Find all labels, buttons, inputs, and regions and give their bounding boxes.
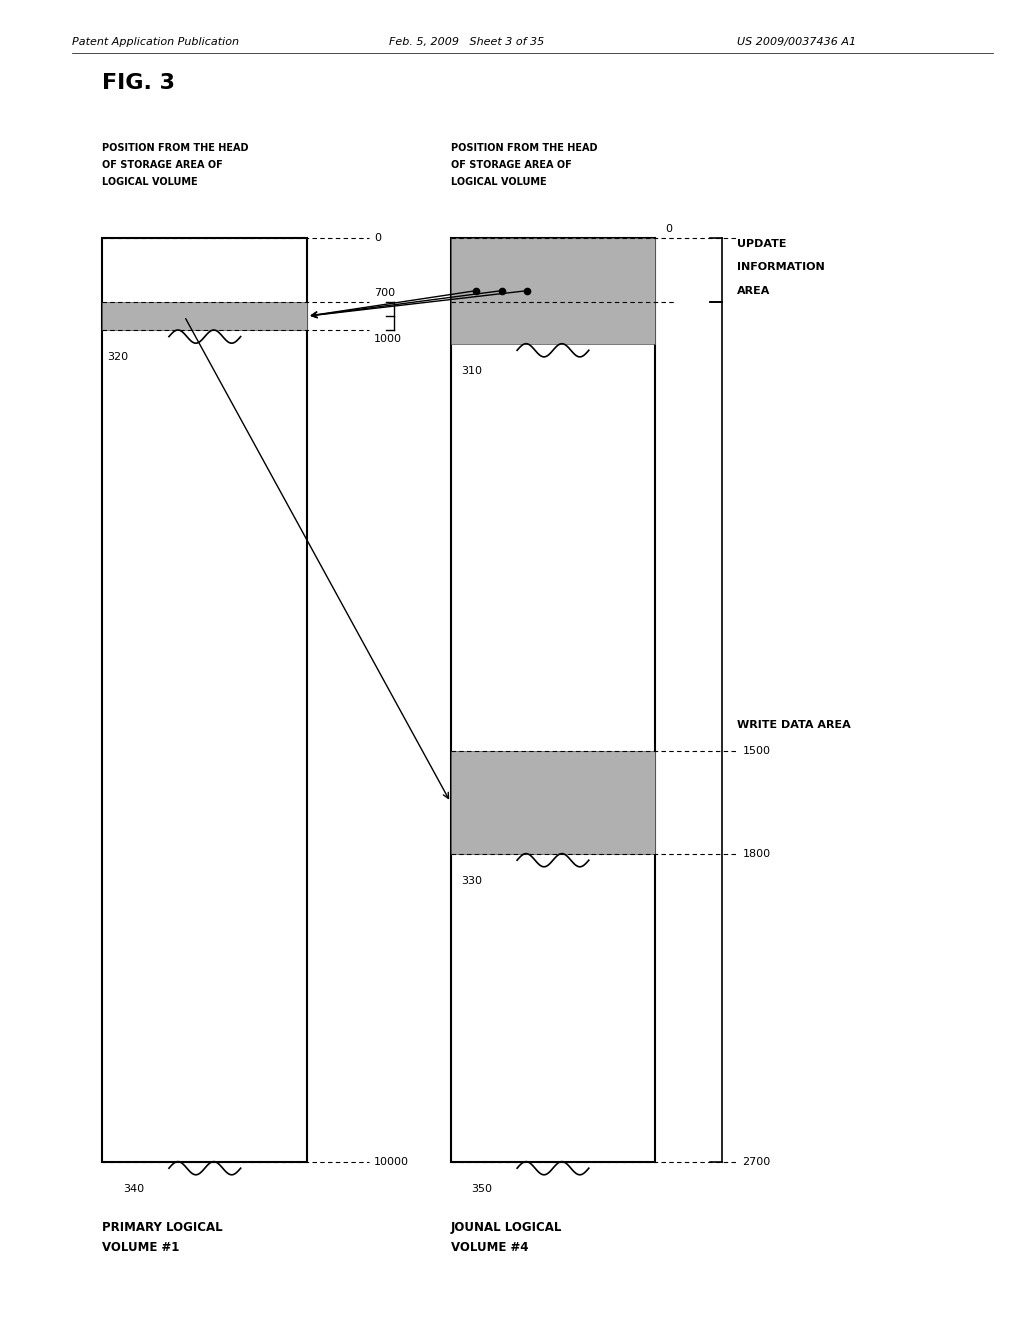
Text: OF STORAGE AREA OF: OF STORAGE AREA OF: [451, 160, 571, 170]
Text: LOGICAL VOLUME: LOGICAL VOLUME: [451, 177, 546, 187]
Text: INFORMATION: INFORMATION: [737, 263, 825, 272]
Text: 330: 330: [461, 876, 482, 886]
Text: 0: 0: [666, 223, 673, 234]
Bar: [102, 302, 307, 330]
Text: 350: 350: [471, 1184, 493, 1195]
Text: 340: 340: [123, 1184, 144, 1195]
Text: 2700: 2700: [742, 1156, 771, 1167]
Text: PRIMARY LOGICAL: PRIMARY LOGICAL: [102, 1221, 223, 1234]
Text: AREA: AREA: [737, 286, 771, 296]
Text: 1800: 1800: [742, 849, 770, 858]
Text: VOLUME #4: VOLUME #4: [451, 1241, 528, 1254]
Text: UPDATE: UPDATE: [737, 239, 786, 248]
Text: 1000: 1000: [374, 334, 401, 345]
Text: POSITION FROM THE HEAD: POSITION FROM THE HEAD: [102, 143, 249, 153]
Text: 700: 700: [374, 288, 395, 298]
Text: FIG. 3: FIG. 3: [102, 73, 175, 92]
Bar: [451, 238, 655, 343]
Bar: [102, 238, 307, 1162]
Bar: [451, 238, 655, 1162]
Text: 1500: 1500: [742, 746, 770, 756]
Text: POSITION FROM THE HEAD: POSITION FROM THE HEAD: [451, 143, 597, 153]
Text: LOGICAL VOLUME: LOGICAL VOLUME: [102, 177, 198, 187]
Text: 320: 320: [108, 352, 129, 363]
Text: 10000: 10000: [374, 1156, 409, 1167]
Text: OF STORAGE AREA OF: OF STORAGE AREA OF: [102, 160, 223, 170]
Text: Patent Application Publication: Patent Application Publication: [72, 37, 239, 48]
Text: 0: 0: [374, 232, 381, 243]
Text: 310: 310: [461, 366, 482, 376]
Text: US 2009/0037436 A1: US 2009/0037436 A1: [737, 37, 856, 48]
Text: JOUNAL LOGICAL: JOUNAL LOGICAL: [451, 1221, 562, 1234]
Text: VOLUME #1: VOLUME #1: [102, 1241, 180, 1254]
Text: Feb. 5, 2009   Sheet 3 of 35: Feb. 5, 2009 Sheet 3 of 35: [389, 37, 545, 48]
Bar: [451, 751, 655, 854]
Text: WRITE DATA AREA: WRITE DATA AREA: [737, 721, 851, 730]
